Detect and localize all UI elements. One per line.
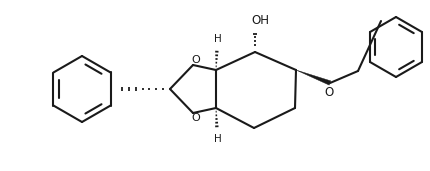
Text: H: H xyxy=(214,134,222,144)
Text: H: H xyxy=(214,34,222,44)
Polygon shape xyxy=(296,70,331,85)
Text: OH: OH xyxy=(251,14,269,27)
Text: O: O xyxy=(192,113,200,123)
Text: O: O xyxy=(192,55,200,65)
Text: O: O xyxy=(324,86,334,98)
